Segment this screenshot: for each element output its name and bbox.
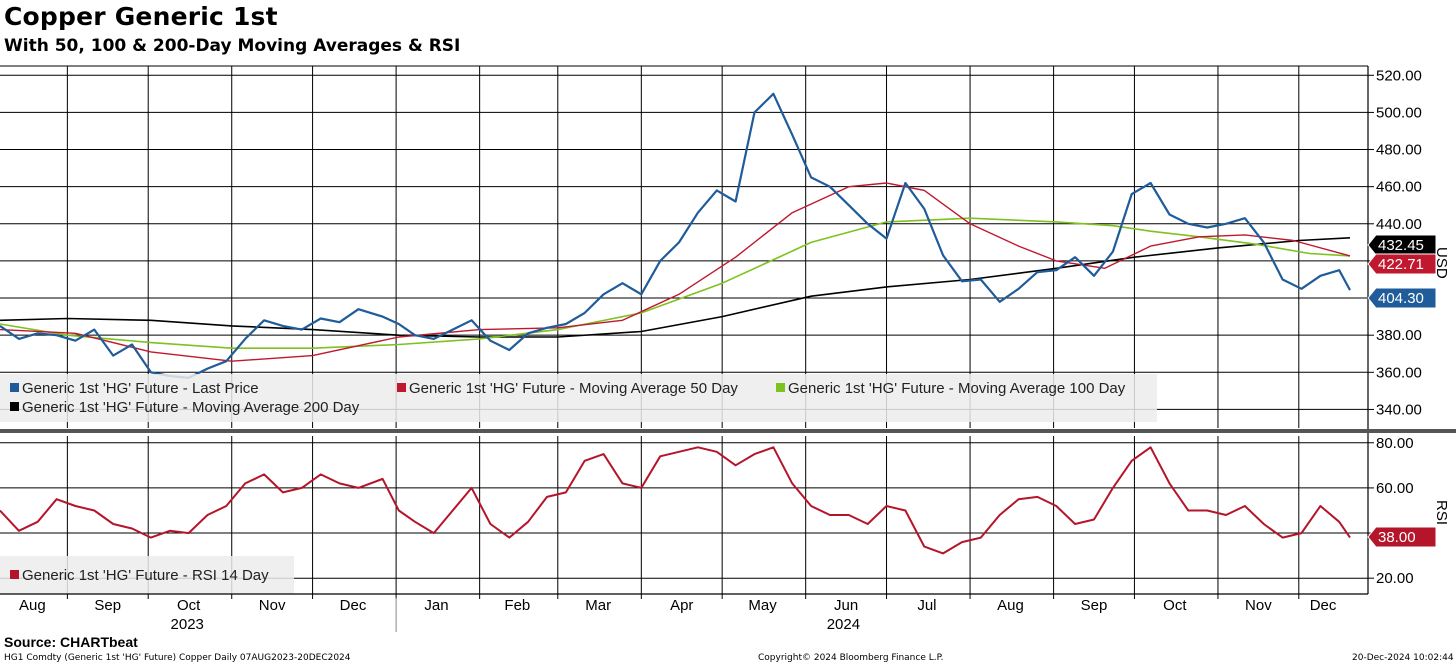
x-month-label: Apr	[670, 597, 693, 614]
tag-ma50: 422.71	[1367, 253, 1437, 275]
legend-swatch	[10, 383, 19, 392]
legend-swatch	[10, 570, 19, 579]
series-ma100	[0, 217, 1351, 350]
price-series-group	[0, 92, 1351, 379]
copyright-note: Copyright© 2024 Bloomberg Finance L.P.	[758, 653, 944, 663]
x-month-label: May	[748, 597, 777, 614]
price-ytick-label: 440.00	[1376, 216, 1422, 233]
rsi-ytick-label: 80.00	[1376, 435, 1414, 452]
legend-swatch	[776, 383, 785, 392]
x-month-label: Jul	[917, 597, 936, 614]
legend-swatch	[397, 383, 406, 392]
source-note: Source: CHARTbeat	[4, 634, 138, 650]
x-month-label: Mar	[585, 597, 611, 614]
x-month-label: Aug	[19, 597, 46, 614]
tag-shape	[1367, 287, 1437, 309]
series-last-price	[0, 92, 1351, 379]
tag-label: 422.71	[1378, 256, 1424, 273]
x-month-label: Dec	[1310, 597, 1337, 614]
tag-shape	[1367, 526, 1437, 548]
series-ma50	[0, 182, 1351, 362]
legend-swatch	[10, 402, 19, 411]
legend-entry: Generic 1st 'HG' Future - Moving Average…	[22, 399, 360, 416]
series-rsi	[0, 446, 1351, 555]
legend-entry: Generic 1st 'HG' Future - Last Price	[22, 380, 259, 397]
tag-rsi: 38.00	[1367, 526, 1437, 548]
tag-shape	[1367, 253, 1437, 275]
legend-entry: Generic 1st 'HG' Future - RSI 14 Day	[22, 567, 269, 584]
price-ylabel: USD	[1433, 247, 1450, 279]
price-gridlines	[0, 66, 1368, 428]
panel-divider	[0, 429, 1456, 433]
legend-entry: Generic 1st 'HG' Future - Moving Average…	[409, 380, 738, 397]
chart-subtitle: With 50, 100 & 200-Day Moving Averages &…	[4, 36, 461, 56]
rsi-ytick-label: 20.00	[1376, 570, 1414, 587]
x-month-label: Feb	[504, 597, 530, 614]
price-ytick-label: 520.00	[1376, 67, 1422, 84]
rsi-ylabel: RSI	[1433, 500, 1450, 525]
tag-label: 404.30	[1378, 290, 1424, 307]
price-ytick-label: 380.00	[1376, 327, 1422, 344]
x-month-label: Nov	[1245, 597, 1272, 614]
x-month-label: Sep	[94, 597, 121, 614]
tag-shape	[1367, 234, 1437, 256]
price-ytick-label: 500.00	[1376, 104, 1422, 121]
x-month-label: Oct	[1163, 597, 1187, 614]
x-month-label: Nov	[259, 597, 286, 614]
price-ytick-label: 480.00	[1376, 142, 1422, 159]
x-month-label: Jun	[834, 597, 858, 614]
rsi-series-group	[0, 446, 1351, 555]
price-ytick-label: 360.00	[1376, 364, 1422, 381]
rsi-legend-box	[0, 556, 294, 594]
axes-group: 340.00360.00380.00400.00420.00440.00460.…	[0, 65, 1456, 633]
price-legend-box	[0, 374, 1157, 422]
legend-group: Generic 1st 'HG' Future - Last Price Gene…	[0, 374, 1157, 594]
ticker-info: HG1 Comdty (Generic 1st 'HG' Future) Cop…	[4, 653, 351, 663]
rsi-ytick-label: 60.00	[1376, 480, 1414, 497]
timestamp: 20-Dec-2024 10:02:44	[1352, 653, 1454, 663]
x-month-label: Jan	[424, 597, 448, 614]
x-year-label: 2024	[827, 616, 860, 633]
legend-entry: Generic 1st 'HG' Future - Moving Average…	[788, 380, 1126, 397]
x-year-label: 2023	[171, 616, 204, 633]
series-ma200	[0, 237, 1351, 338]
tag-label: 38.00	[1378, 529, 1416, 546]
x-month-label: Aug	[997, 597, 1024, 614]
last-value-tags: 432.45 422.71 404.30 38.00	[1367, 234, 1437, 548]
x-month-label: Sep	[1081, 597, 1108, 614]
tag-label: 432.45	[1378, 237, 1424, 254]
x-month-label: Dec	[340, 597, 367, 614]
chart-title: Copper Generic 1st	[4, 2, 278, 31]
x-month-label: Oct	[177, 597, 201, 614]
tag-ma200: 432.45	[1367, 234, 1437, 256]
tag-last-price: 404.30	[1367, 287, 1437, 309]
price-ytick-label: 460.00	[1376, 179, 1422, 196]
price-ytick-label: 340.00	[1376, 401, 1422, 418]
